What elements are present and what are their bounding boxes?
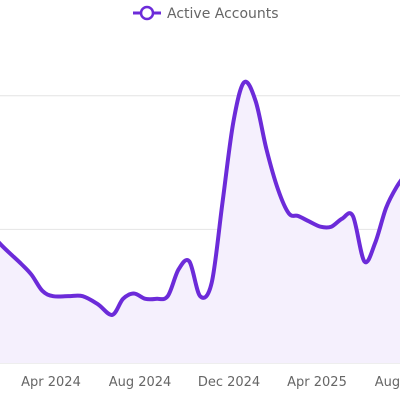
series-line — [0, 79, 400, 317]
data-point[interactable] — [197, 293, 203, 299]
x-tick-label: Dec 2024 — [198, 375, 260, 390]
data-point[interactable] — [295, 213, 301, 219]
data-point[interactable] — [153, 296, 159, 302]
data-point[interactable] — [241, 79, 247, 85]
data-point[interactable] — [65, 293, 71, 299]
data-point[interactable] — [142, 296, 148, 302]
data-point[interactable] — [361, 258, 367, 264]
area-layer — [0, 81, 400, 363]
data-point[interactable] — [372, 240, 378, 246]
data-point[interactable] — [306, 218, 312, 224]
data-point[interactable] — [120, 296, 126, 302]
data-point[interactable] — [165, 293, 171, 299]
x-tick-label: Apr 2025 — [287, 375, 347, 390]
data-point[interactable] — [253, 98, 259, 104]
series-area — [0, 81, 400, 363]
legend[interactable]: Active Accounts — [133, 5, 279, 22]
data-point[interactable] — [286, 210, 292, 216]
data-point[interactable] — [328, 224, 334, 230]
data-point[interactable] — [263, 146, 269, 152]
x-tick-label: Aug 2025 — [375, 375, 400, 390]
data-point[interactable] — [131, 291, 137, 297]
data-point[interactable] — [383, 205, 389, 211]
data-point[interactable] — [176, 266, 182, 272]
data-point[interactable] — [80, 293, 86, 299]
data-point[interactable] — [18, 261, 24, 267]
x-tick-label: Aug 2024 — [109, 375, 172, 390]
data-point[interactable] — [186, 258, 192, 264]
line-layer — [0, 79, 400, 318]
data-point[interactable] — [109, 312, 115, 318]
data-point[interactable] — [350, 213, 356, 219]
data-point[interactable] — [95, 301, 101, 307]
data-point[interactable] — [29, 272, 35, 278]
x-tick-label: Apr 2024 — [21, 375, 81, 390]
data-point[interactable] — [394, 184, 400, 190]
data-point[interactable] — [50, 293, 56, 299]
x-axis: Apr 2024 Aug 2024 Dec 2024 Apr 2025 Aug 2025 — [21, 375, 400, 390]
legend-label: Active Accounts — [167, 6, 279, 22]
data-point[interactable] — [275, 186, 281, 192]
data-point[interactable] — [219, 200, 225, 206]
data-point[interactable] — [39, 288, 45, 294]
data-point[interactable] — [317, 224, 323, 230]
legend-marker — [139, 5, 155, 21]
data-point[interactable] — [209, 280, 215, 286]
data-point[interactable] — [339, 216, 345, 222]
data-point[interactable] — [230, 119, 236, 125]
